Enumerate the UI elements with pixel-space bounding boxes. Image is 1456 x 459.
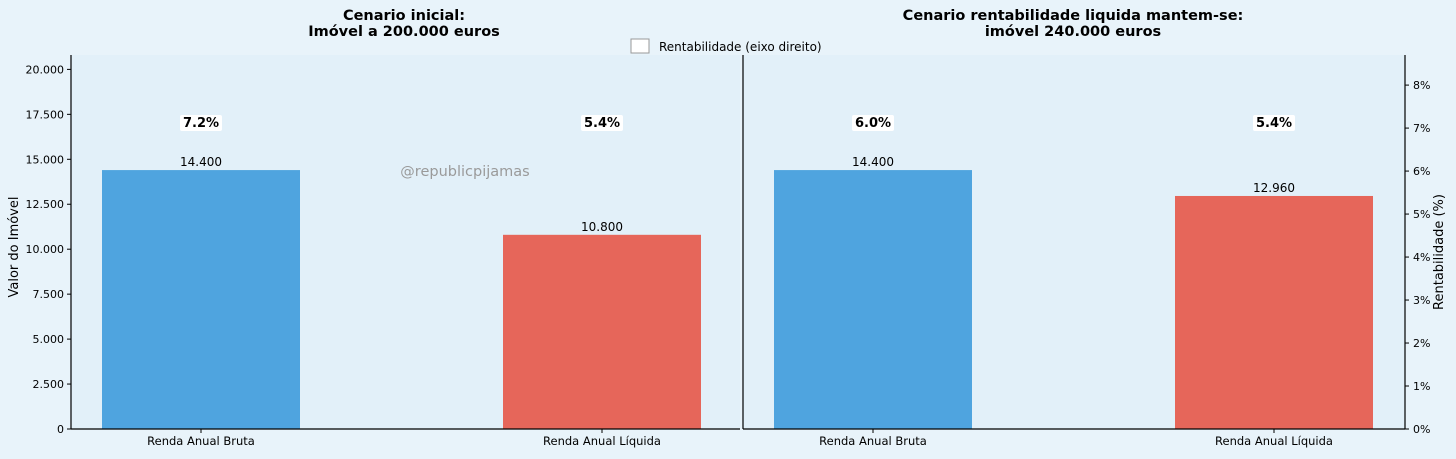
y-tick-label-8: 20.000 <box>26 63 65 76</box>
bar-2-liquida <box>1175 195 1373 429</box>
bar-value-label-2-1: 14.400 <box>852 155 894 169</box>
x-tick-label-1-2: Renda Anual Líquida <box>543 434 661 448</box>
y2-tick-label-6: 6% <box>1413 165 1430 178</box>
x-tick-label-1-1: Renda Anual Bruta <box>147 434 255 448</box>
y-tick-label-5: 12.500 <box>26 198 65 211</box>
y2-tick-label-5: 5% <box>1413 208 1430 221</box>
rentabilidade-label-box-1-1 <box>180 115 222 131</box>
y-tick-label-2: 5.000 <box>33 333 65 346</box>
legend-label: Rentabilidade (eixo direito) <box>659 40 822 54</box>
bar-value-label-2-2: 12.960 <box>1253 181 1295 195</box>
bar-1-liquida <box>503 234 701 429</box>
rentabilidade-label-box-2-1 <box>852 115 894 131</box>
rentabilidade-label-1-2: 5.4% <box>584 116 620 131</box>
y2-tick-label-8: 8% <box>1413 79 1430 92</box>
rentabilidade-label-box-1-2 <box>581 115 623 131</box>
x-tick-label-2-1: Renda Anual Bruta <box>819 434 927 448</box>
bar-value-label-1-1: 14.400 <box>180 155 222 169</box>
y-tick-label-7: 17.500 <box>26 108 65 121</box>
chart-title-1-line-2: Imóvel a 200.000 euros <box>308 24 500 40</box>
chart-title-1-line-1: Cenario inicial: <box>343 8 465 24</box>
rentabilidade-label-2-2: 5.4% <box>1256 116 1292 131</box>
rentabilidade-label-2-1: 6.0% <box>855 116 891 131</box>
y2-tick-label-7: 7% <box>1413 122 1430 135</box>
x-tick-label-2-2: Renda Anual Líquida <box>1215 434 1333 448</box>
legend-swatch <box>630 38 650 54</box>
chart-title-2-line-1: Cenario rentabilidade liquida mantem-se: <box>903 8 1244 24</box>
y2-tick-label-3: 3% <box>1413 294 1430 307</box>
rentabilidade-label-box-2-2 <box>1253 115 1295 131</box>
y-axis-label-left: Valor do Imóvel <box>7 197 22 298</box>
y2-tick-label-4: 4% <box>1413 251 1430 264</box>
y-tick-label-4: 10.000 <box>26 243 65 256</box>
watermark-text: @republicpijamas <box>400 164 529 180</box>
bar-value-label-1-2: 10.800 <box>581 220 623 234</box>
y-tick-label-3: 7.500 <box>33 288 65 301</box>
chart-title-2-line-2: imóvel 240.000 euros <box>985 24 1161 40</box>
y2-tick-label-1: 1% <box>1413 380 1430 393</box>
y2-tick-label-0: 0% <box>1413 423 1430 436</box>
bar-2-bruta <box>774 170 972 430</box>
y-tick-label-6: 15.000 <box>26 153 65 166</box>
y-axis-label-right: Rentabilidade (%) <box>1432 194 1447 310</box>
y-tick-label-0: 0 <box>57 423 64 436</box>
bar-1-bruta <box>102 170 300 430</box>
y2-tick-label-2: 2% <box>1413 337 1430 350</box>
y-tick-label-1: 2.500 <box>33 378 65 391</box>
rentabilidade-label-1-1: 7.2% <box>183 116 219 131</box>
